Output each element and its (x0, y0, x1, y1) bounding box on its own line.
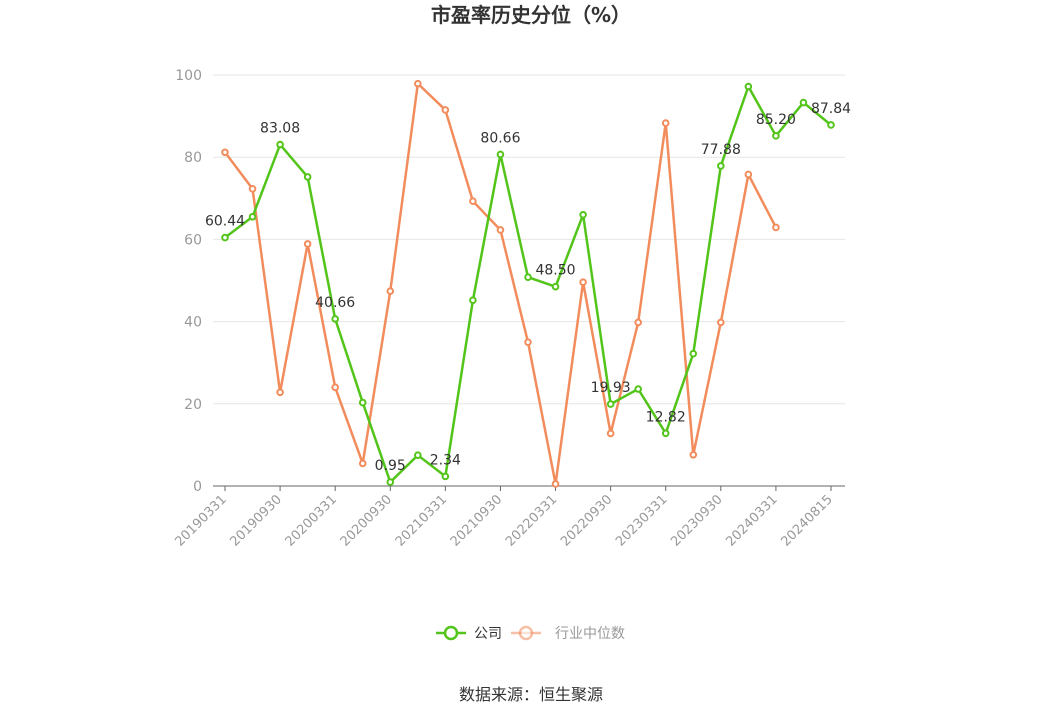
industry-median-point (579, 278, 587, 286)
industry-median-point (221, 148, 229, 157)
legend-item-industry-median[interactable]: 行业中位数 (511, 625, 625, 642)
company-data-label: 40.66 (315, 295, 355, 311)
y-tick-label: 20 (184, 397, 202, 413)
legend[interactable]: 公司 行业中位数 (436, 625, 625, 642)
company-data-label: 12.82 (646, 409, 686, 425)
industry-median-point (303, 240, 312, 248)
industry-median-point (386, 287, 395, 295)
company-point (799, 98, 808, 107)
company-data-label: 19.93 (591, 380, 631, 396)
industry-median-point (248, 185, 257, 193)
company-point (441, 472, 450, 481)
company-point (331, 315, 339, 323)
company-point (689, 349, 698, 358)
company-point (606, 400, 615, 408)
industry-median-point (469, 197, 477, 205)
company-point (772, 132, 780, 140)
company-data-label: 85.20 (756, 112, 796, 128)
y-tick-label: 0 (193, 479, 202, 495)
legend-item-company[interactable]: 公司 (436, 625, 502, 642)
company-data-label: 83.08 (260, 121, 300, 137)
legend-circle-marker (443, 625, 459, 641)
x-tick-label: 20200331 (283, 492, 340, 549)
legend-circle-marker (518, 625, 534, 641)
x-tick-label: 20230331 (613, 492, 670, 549)
company-data-label: 60.44 (205, 214, 245, 230)
company-point (414, 451, 422, 459)
industry-median-point (551, 480, 560, 488)
industry-median-point (661, 119, 670, 127)
company-point (634, 385, 642, 393)
company-point (358, 398, 367, 407)
company-data-label: 0.95 (375, 458, 406, 474)
company-point (386, 478, 395, 486)
company-data-label: 87.84 (811, 101, 851, 117)
industry-median-point (744, 170, 753, 179)
company-point (717, 162, 725, 170)
industry-median-point (606, 429, 615, 438)
source-note: 数据来源：恒生聚源 (459, 685, 603, 704)
x-axis: 2019033120190930202003312020093020210331… (172, 485, 845, 550)
series-layer (221, 79, 835, 488)
industry-median-point (358, 459, 367, 468)
company-point (469, 296, 477, 305)
company-data-label: 77.88 (701, 142, 741, 158)
company-data-label: 80.66 (480, 130, 520, 146)
company-point (524, 273, 532, 282)
x-tick-label: 20190331 (172, 492, 229, 549)
industry-median-point (717, 318, 725, 327)
company-point (303, 173, 312, 181)
industry-median-point (496, 226, 505, 234)
x-tick-label: 20220930 (558, 492, 615, 549)
company-point (248, 212, 257, 221)
x-tick-label: 20230930 (668, 492, 725, 549)
x-tick-label: 20210930 (448, 492, 505, 549)
x-tick-label: 20190930 (228, 492, 285, 549)
grid-lines (213, 74, 845, 405)
x-tick-label: 20240815 (778, 492, 835, 549)
industry-median-point (689, 450, 698, 459)
legend-label: 行业中位数 (555, 626, 625, 642)
industry-median-point (414, 79, 422, 88)
x-tick-label: 20210331 (393, 492, 450, 549)
industry-median-point (331, 383, 339, 392)
company-point (221, 233, 229, 242)
y-tick-label: 60 (184, 232, 202, 248)
x-tick-label: 20200930 (338, 492, 395, 549)
data-labels: 60.44 83.08 40.66 0.95 2.34 80.66 48.50 19.93 12… (205, 101, 851, 474)
industry-median-point (772, 223, 780, 232)
legend-label: 公司 (474, 626, 502, 642)
company-point (579, 210, 587, 219)
company-point (551, 282, 560, 291)
company-point (276, 140, 284, 149)
company-data-label: 48.50 (535, 263, 575, 279)
company-point (744, 82, 753, 91)
industry-median-point (276, 388, 284, 397)
company-point (827, 121, 835, 129)
x-tick-label: 20220331 (503, 492, 560, 549)
y-tick-label: 80 (184, 150, 202, 166)
chart-title: 市盈率历史分位（%） (431, 3, 631, 27)
industry-median-point (441, 106, 450, 114)
company-data-label: 2.34 (430, 452, 461, 468)
company-point (661, 429, 670, 438)
industry-median-point (634, 318, 642, 327)
company-point (496, 150, 505, 159)
industry-median-point (524, 338, 532, 346)
y-axis: 0 20 40 60 80 100 (175, 68, 202, 495)
x-tick-label: 20240331 (723, 492, 780, 549)
y-tick-label: 100 (175, 68, 202, 84)
y-tick-label: 40 (184, 315, 202, 331)
